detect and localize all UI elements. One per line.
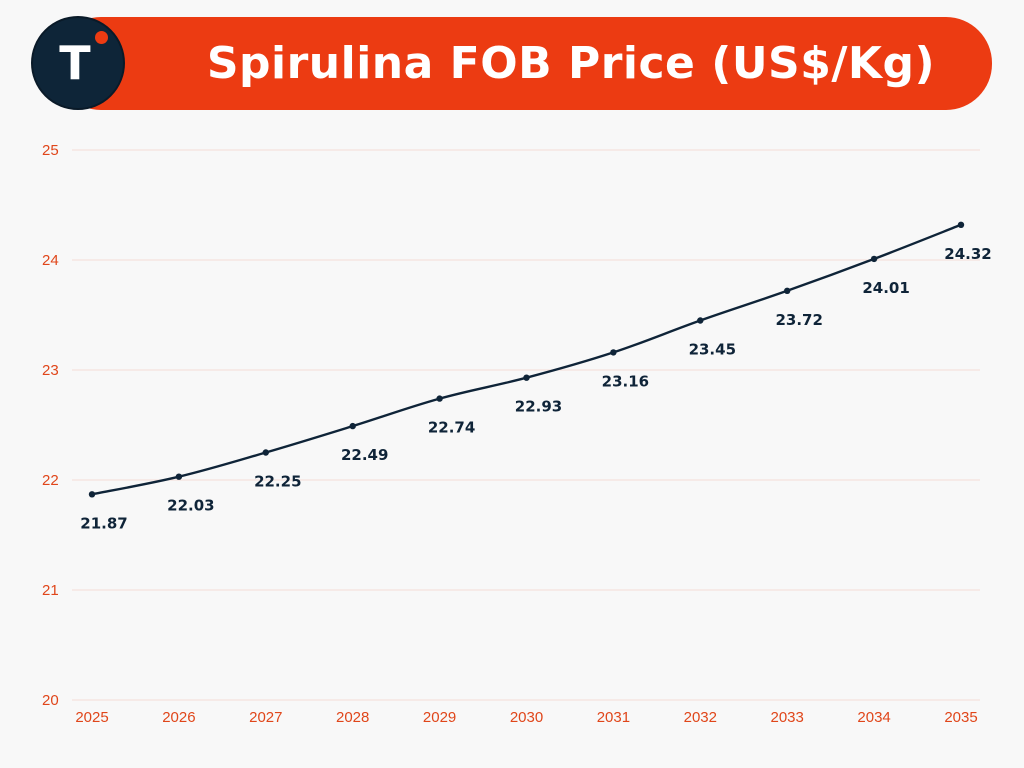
x-tick-label: 2034 bbox=[857, 709, 890, 726]
data-label: 22.93 bbox=[515, 398, 562, 416]
x-tick-label: 2035 bbox=[944, 709, 977, 726]
data-label: 24.01 bbox=[862, 279, 909, 297]
data-label: 22.49 bbox=[341, 446, 388, 464]
y-tick-label: 22 bbox=[42, 472, 59, 489]
data-point bbox=[349, 422, 356, 430]
x-tick-label: 2025 bbox=[75, 709, 108, 726]
x-tick-label: 2027 bbox=[249, 709, 282, 726]
y-tick-label: 21 bbox=[42, 582, 59, 599]
data-point bbox=[523, 374, 530, 381]
y-tick-label: 23 bbox=[42, 362, 59, 379]
chart-title: Spirulina FOB Price (US$/Kg) bbox=[206, 38, 936, 89]
logo-dot-icon bbox=[95, 31, 108, 44]
data-label: 23.72 bbox=[775, 311, 822, 329]
series-line bbox=[90, 223, 963, 496]
x-tick-label: 2028 bbox=[336, 709, 369, 726]
data-point bbox=[870, 255, 878, 263]
data-point bbox=[88, 491, 96, 498]
y-axis-ticks: 20 21 22 23 24 25 bbox=[42, 142, 59, 709]
data-label: 24.32 bbox=[944, 245, 991, 263]
logo-letter: T bbox=[59, 36, 91, 90]
data-label: 22.74 bbox=[428, 419, 475, 437]
data-label: 22.03 bbox=[167, 497, 214, 515]
data-label: 22.25 bbox=[254, 473, 301, 491]
y-tick-label: 20 bbox=[42, 692, 59, 709]
x-tick-label: 2031 bbox=[597, 709, 630, 726]
data-point bbox=[610, 349, 617, 356]
x-tick-label: 2030 bbox=[510, 709, 543, 726]
data-labels: 21.87 22.03 22.25 22.49 22.74 22.93 23.16 23.45… bbox=[80, 245, 991, 533]
data-point bbox=[957, 221, 965, 228]
data-point bbox=[784, 287, 791, 294]
gridlines bbox=[72, 149, 980, 701]
title-banner: Spirulina FOB Price (US$/Kg) bbox=[55, 17, 992, 110]
data-label: 21.87 bbox=[80, 514, 127, 532]
data-label: 23.16 bbox=[602, 372, 649, 390]
x-tick-label: 2033 bbox=[771, 709, 804, 726]
data-label: 23.45 bbox=[689, 341, 736, 359]
data-point bbox=[436, 395, 443, 402]
y-tick-label: 24 bbox=[42, 252, 59, 269]
data-point bbox=[697, 317, 704, 324]
y-tick-label: 25 bbox=[42, 142, 59, 159]
data-point bbox=[175, 473, 183, 480]
x-tick-label: 2032 bbox=[684, 709, 717, 726]
x-tick-label: 2029 bbox=[423, 709, 456, 726]
x-axis-ticks: 2025 2026 2027 2028 2029 2030 2031 2032 2033 2034… bbox=[75, 709, 977, 726]
data-point bbox=[262, 449, 269, 456]
brand-logo: T bbox=[31, 16, 125, 110]
data-points bbox=[88, 221, 965, 498]
x-tick-label: 2026 bbox=[162, 709, 195, 726]
